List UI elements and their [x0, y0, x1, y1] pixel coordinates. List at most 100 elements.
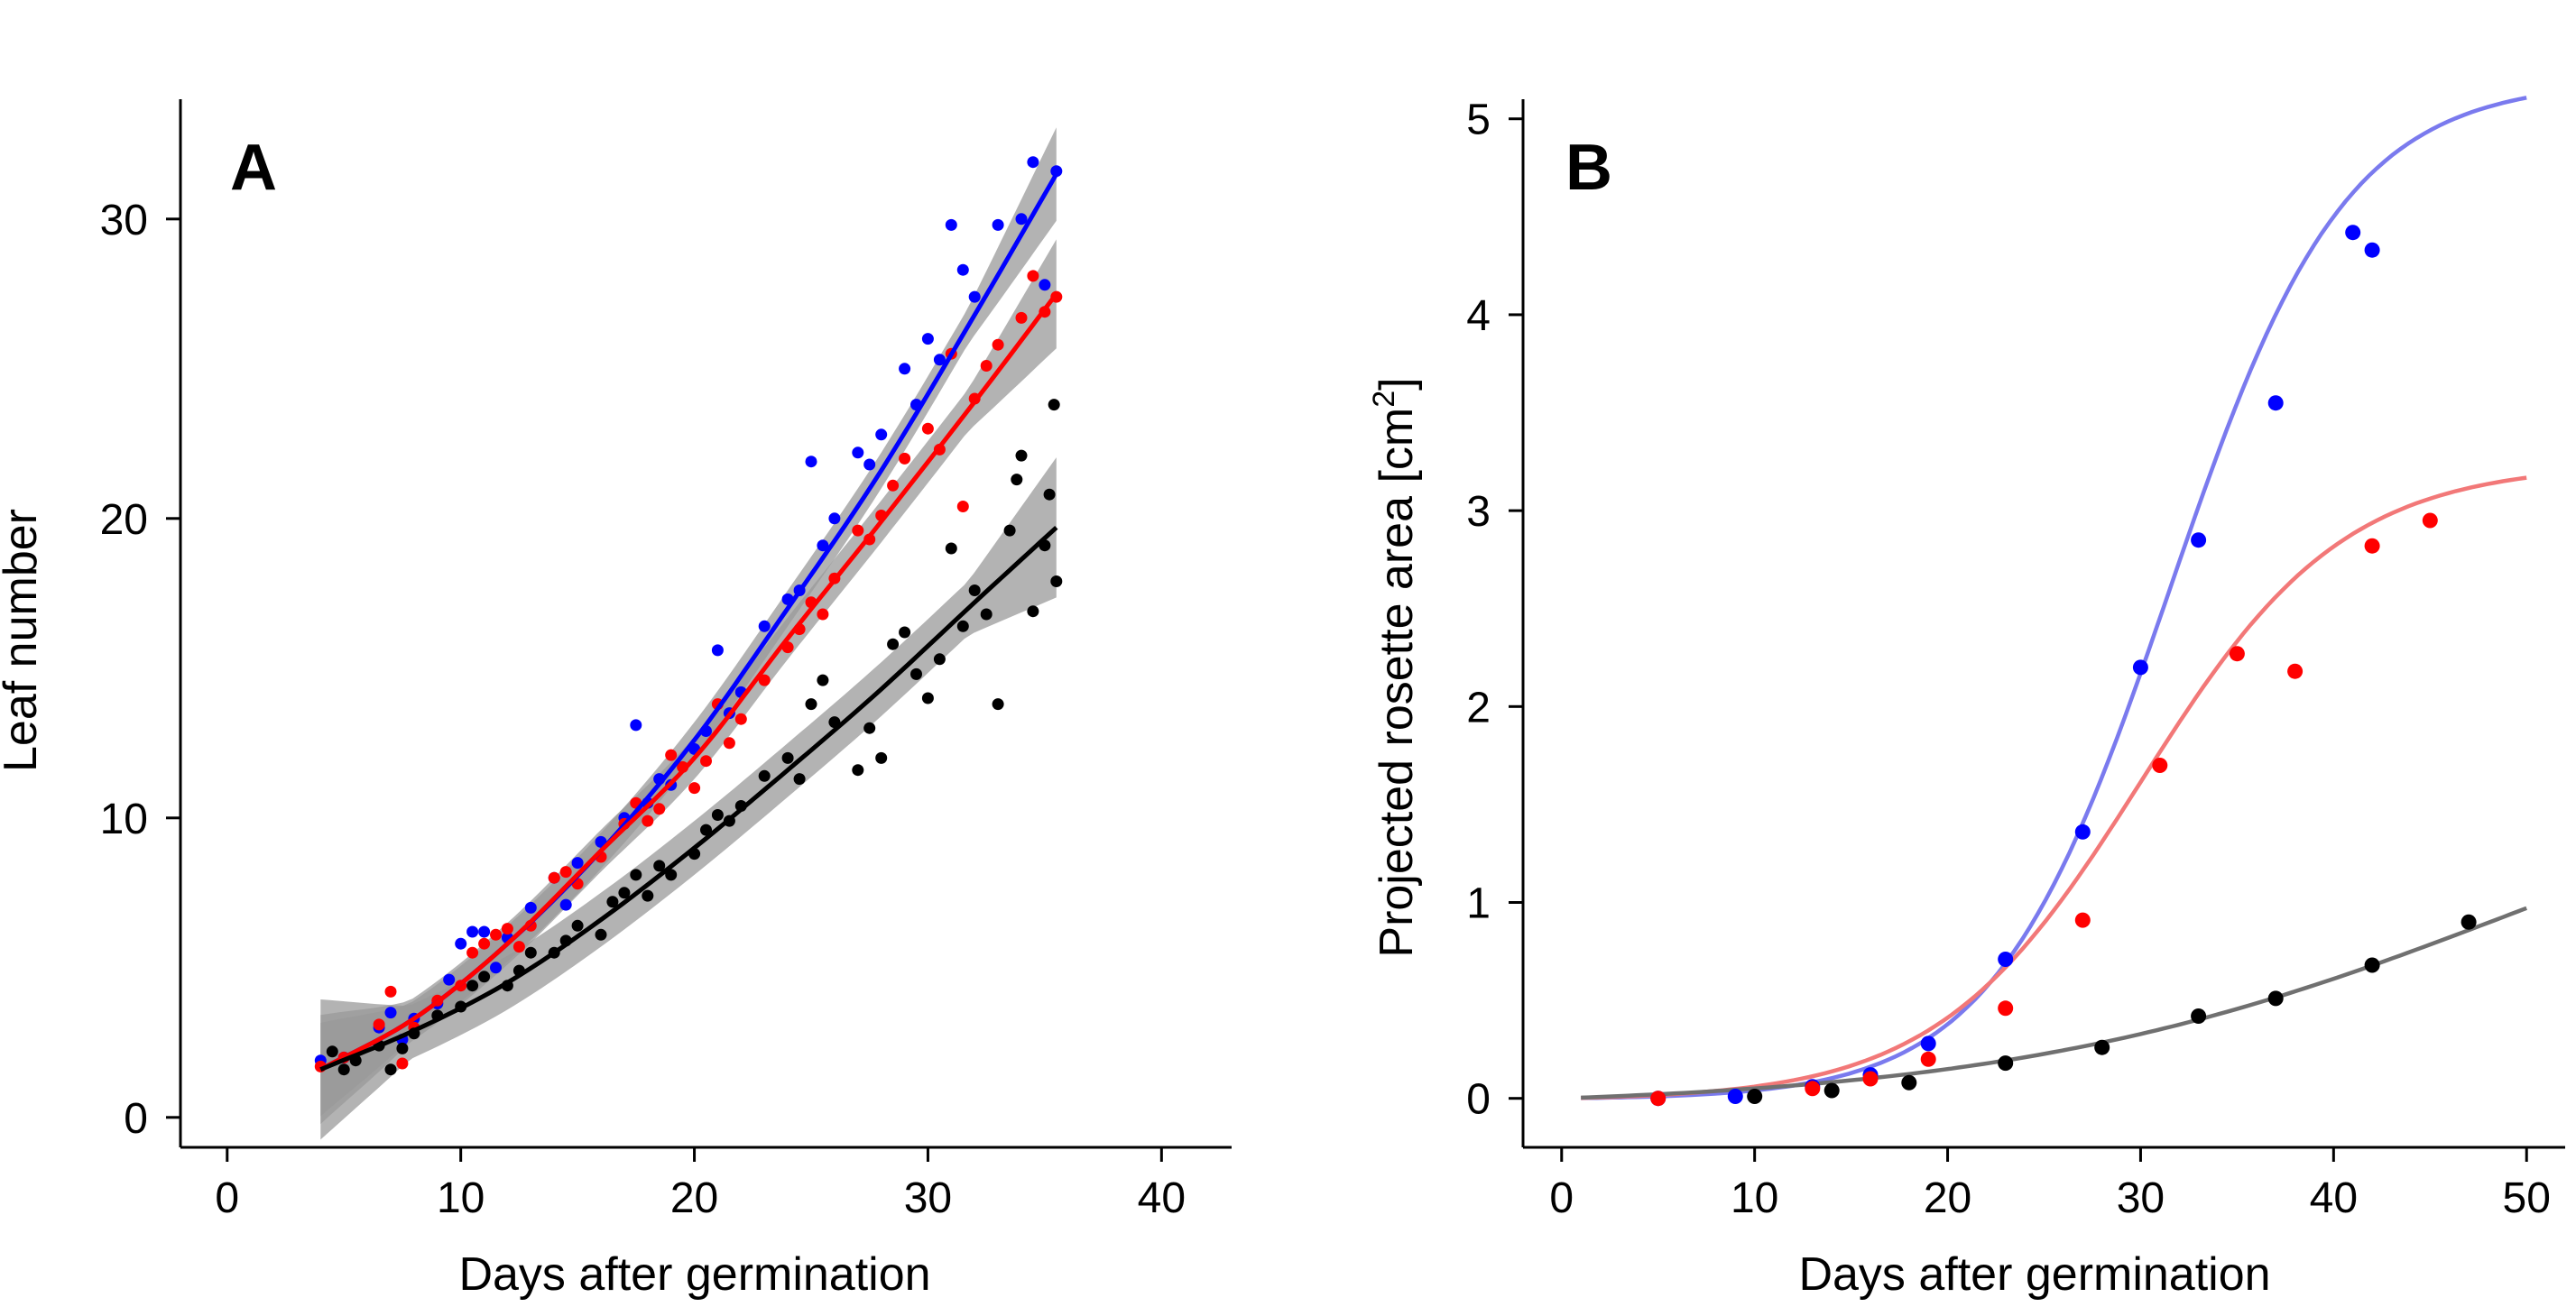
- x-tick-label: 20: [1924, 1174, 1971, 1222]
- data-point: [2133, 659, 2148, 675]
- data-point: [700, 755, 712, 767]
- data-point: [466, 926, 478, 938]
- data-point: [1016, 450, 1028, 462]
- data-point: [1921, 1035, 1936, 1051]
- x-axis-label: Days after germination: [458, 1248, 930, 1301]
- fit-curve: [1581, 478, 2526, 1099]
- data-point: [759, 770, 771, 782]
- data-point: [806, 456, 817, 467]
- y-tick-label: 3: [1466, 488, 1491, 536]
- data-point: [327, 1045, 338, 1057]
- x-tick-label: 10: [437, 1174, 485, 1222]
- data-point: [957, 621, 969, 632]
- data-point: [863, 459, 875, 471]
- y-axis-label: Leaf number: [0, 509, 47, 772]
- data-point: [993, 339, 1004, 351]
- x-tick-label: 0: [215, 1174, 239, 1222]
- data-point: [899, 627, 910, 639]
- x-axis-label: Days after germination: [1798, 1248, 2270, 1301]
- data-point: [1805, 1081, 1820, 1096]
- data-point: [957, 264, 969, 276]
- data-point: [957, 501, 969, 512]
- data-point: [596, 929, 607, 941]
- data-point: [525, 947, 537, 959]
- y-tick-label: 5: [1466, 97, 1491, 144]
- data-point: [1027, 156, 1039, 168]
- data-point: [478, 938, 490, 950]
- data-point: [1824, 1083, 1840, 1099]
- data-point: [852, 446, 863, 458]
- data-point: [1044, 489, 1056, 501]
- data-point: [887, 480, 899, 492]
- axes: 0 10 20 30 400102030: [100, 99, 1232, 1222]
- data-point: [560, 866, 572, 878]
- panel-letter: B: [1565, 132, 1612, 204]
- data-point: [572, 857, 584, 869]
- data-point: [385, 986, 397, 998]
- confidence-bands: [320, 127, 1057, 1139]
- confidence-band: [320, 457, 1057, 1139]
- data-point: [922, 693, 934, 704]
- y-axis-label: Projected rosette area [cm2]: [1367, 377, 1423, 957]
- panel-a: 0 10 20 30 40 0 10 20 30 A Days after germinatio…: [0, 99, 1232, 1301]
- data-point: [981, 609, 993, 621]
- data-point: [875, 428, 887, 440]
- fit-curves: [1581, 97, 2526, 1098]
- data-point: [502, 923, 513, 934]
- y-tick-label: 4: [1466, 292, 1491, 340]
- data-point: [549, 872, 560, 884]
- data-point: [2365, 538, 2380, 554]
- data-point: [1050, 575, 1062, 587]
- data-point: [899, 363, 910, 374]
- data-point: [910, 668, 922, 680]
- y-tick-label: 20: [100, 496, 148, 544]
- x-tick-label: 30: [904, 1174, 952, 1222]
- data-point: [560, 899, 572, 911]
- data-point: [2423, 513, 2438, 529]
- y-tick-label: 2: [1466, 684, 1491, 732]
- data-point: [1004, 525, 1016, 537]
- fit-line: [320, 294, 1057, 1070]
- data-point: [852, 764, 863, 776]
- data-point: [1901, 1075, 1916, 1091]
- data-point: [653, 803, 665, 815]
- data-point: [1039, 279, 1050, 290]
- data-point: [665, 750, 677, 761]
- data-point: [688, 782, 700, 794]
- data-point: [946, 219, 957, 231]
- data-point: [724, 737, 735, 749]
- data-point: [1728, 1089, 1743, 1104]
- data-point: [385, 1007, 397, 1018]
- data-point: [2152, 758, 2167, 773]
- y-tick-label: 10: [100, 796, 148, 843]
- data-point: [993, 698, 1004, 710]
- data-point: [887, 639, 899, 650]
- data-point: [525, 902, 537, 914]
- x-tick-label: 40: [2310, 1174, 2358, 1222]
- data-point: [1016, 213, 1028, 225]
- data-point: [712, 809, 724, 821]
- data-point: [2345, 225, 2360, 240]
- data-point: [712, 644, 724, 656]
- data-point: [794, 773, 806, 785]
- data-point: [1921, 1052, 1936, 1067]
- data-point: [1016, 312, 1028, 324]
- data-point: [2230, 646, 2245, 661]
- data-point: [782, 752, 794, 764]
- data-point: [443, 974, 455, 986]
- data-point: [2191, 1008, 2206, 1024]
- data-point: [396, 1058, 408, 1070]
- figure: 0 10 20 30 400102030 A Days after germinatio…: [0, 0, 2576, 1307]
- y-axis-label-superscript: 2: [1367, 391, 1401, 408]
- data-point: [969, 584, 981, 596]
- fit-curve: [1581, 97, 2526, 1098]
- data-point: [922, 333, 934, 345]
- panel-b: 0 10 20 30 40 50012345 B Days after germinati…: [1367, 97, 2565, 1301]
- x-tick-label: 40: [1138, 1174, 1186, 1222]
- y-tick-label: 30: [100, 197, 148, 244]
- data-point: [374, 1018, 385, 1030]
- data-point: [2094, 1040, 2110, 1055]
- data-point: [466, 980, 478, 991]
- data-point: [478, 926, 490, 938]
- data-point: [2268, 990, 2284, 1006]
